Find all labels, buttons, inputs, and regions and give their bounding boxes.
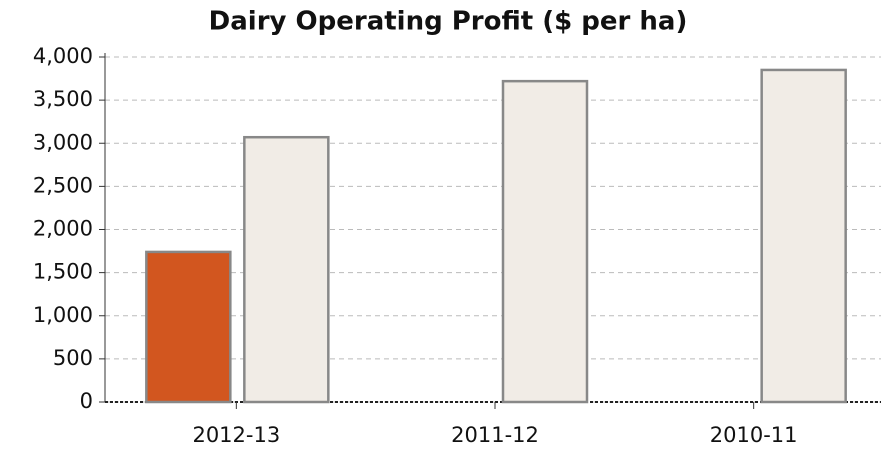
y-tick-label: 1,000 — [33, 303, 93, 327]
bar — [760, 68, 847, 404]
bar — [243, 135, 330, 404]
x-tick-label: 2012-13 — [192, 423, 280, 447]
y-tick-label: 3,000 — [33, 130, 93, 154]
y-tick-label: 500 — [53, 346, 93, 370]
bar — [501, 79, 589, 404]
y-tick-label: 2,000 — [33, 217, 93, 241]
x-tick-label: 2010-11 — [710, 423, 798, 447]
y-tick-label: 0 — [80, 389, 93, 413]
x-tick-label: 2011-12 — [451, 423, 539, 447]
y-tick-label: 3,500 — [33, 87, 93, 111]
y-tick-label: 2,500 — [33, 173, 93, 197]
bar — [145, 250, 232, 404]
y-tick-label: 4,000 — [33, 44, 93, 68]
y-tick-label: 1,500 — [33, 260, 93, 284]
chart-title: Dairy Operating Profit ($ per ha) — [209, 7, 688, 37]
